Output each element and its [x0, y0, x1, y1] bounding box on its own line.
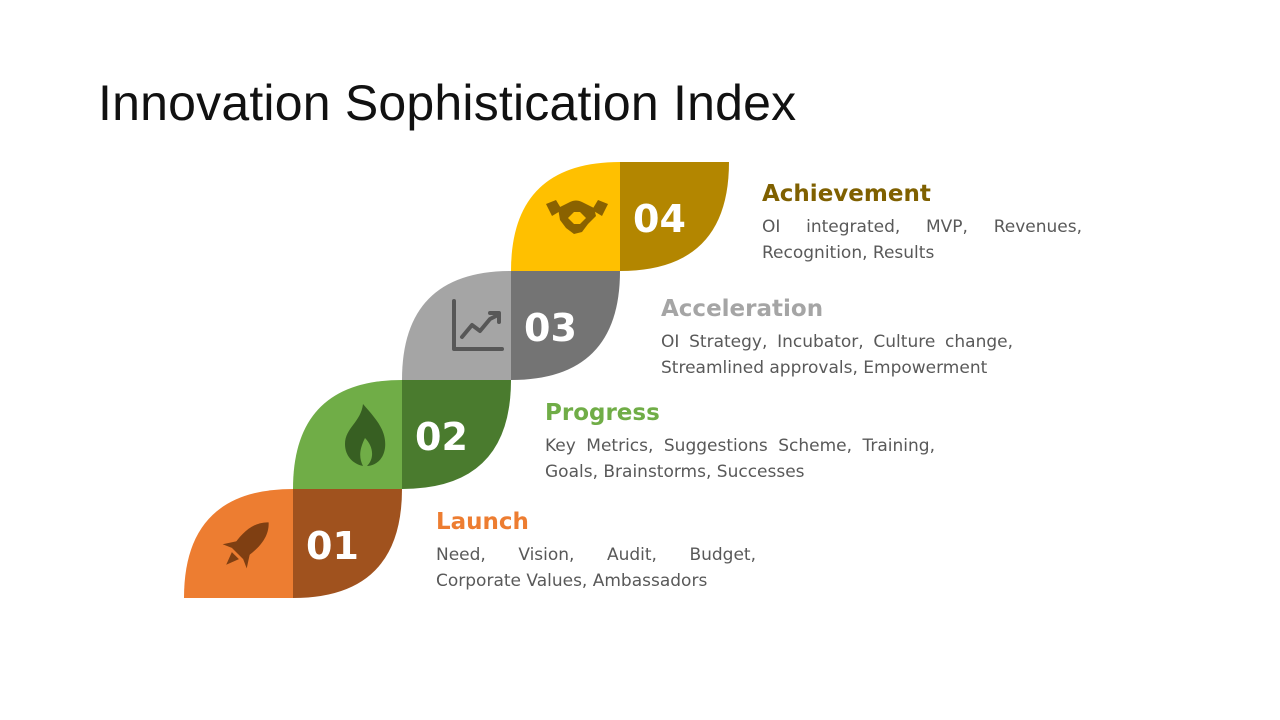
step-03-left-leaf: [402, 271, 511, 380]
rocket-icon: [222, 522, 269, 569]
step-03-number: 03: [524, 306, 577, 350]
step-02-shape: 02: [293, 380, 511, 489]
slide-title: Innovation Sophistication Index: [98, 75, 797, 131]
step-01-text: Launch Need, Vision, Audit, Budget, Corp…: [436, 508, 756, 594]
step-04-right-leaf: [620, 162, 729, 271]
handshake-icon: [546, 200, 608, 234]
step-01-shape: 01: [184, 489, 402, 598]
step-04-text: Achievement OI integrated, MVP, Revenues…: [762, 180, 1082, 266]
step-02-right-leaf: [402, 380, 511, 489]
step-03-description: OI Strategy, Incubator, Culture change, …: [661, 332, 1013, 378]
step-03-heading: Acceleration: [661, 296, 824, 322]
step-04-description: OI integrated, MVP, Revenues, Recognitio…: [762, 217, 1082, 263]
flame-icon: [345, 404, 386, 466]
step-02-description: Key Metrics, Suggestions Scheme, Trainin…: [545, 436, 935, 482]
step-01-right-leaf: [293, 489, 402, 598]
line-chart-icon: [452, 299, 504, 351]
step-03-text: Acceleration OI Strategy, Incubator, Cul…: [661, 295, 1013, 381]
step-02-text: Progress Key Metrics, Suggestions Scheme…: [545, 399, 935, 485]
step-02-number: 02: [415, 415, 468, 459]
step-04-shape: 04: [511, 162, 729, 271]
step-02-heading: Progress: [545, 400, 660, 426]
step-01-description: Need, Vision, Audit, Budget, Corporate V…: [436, 545, 756, 591]
step-03-right-leaf: [511, 271, 620, 380]
step-01-heading: Launch: [436, 509, 529, 535]
step-04-number: 04: [633, 197, 686, 241]
step-03-shape: 03: [402, 271, 620, 380]
step-04-heading: Achievement: [762, 181, 931, 207]
step-01-number: 01: [306, 524, 359, 568]
